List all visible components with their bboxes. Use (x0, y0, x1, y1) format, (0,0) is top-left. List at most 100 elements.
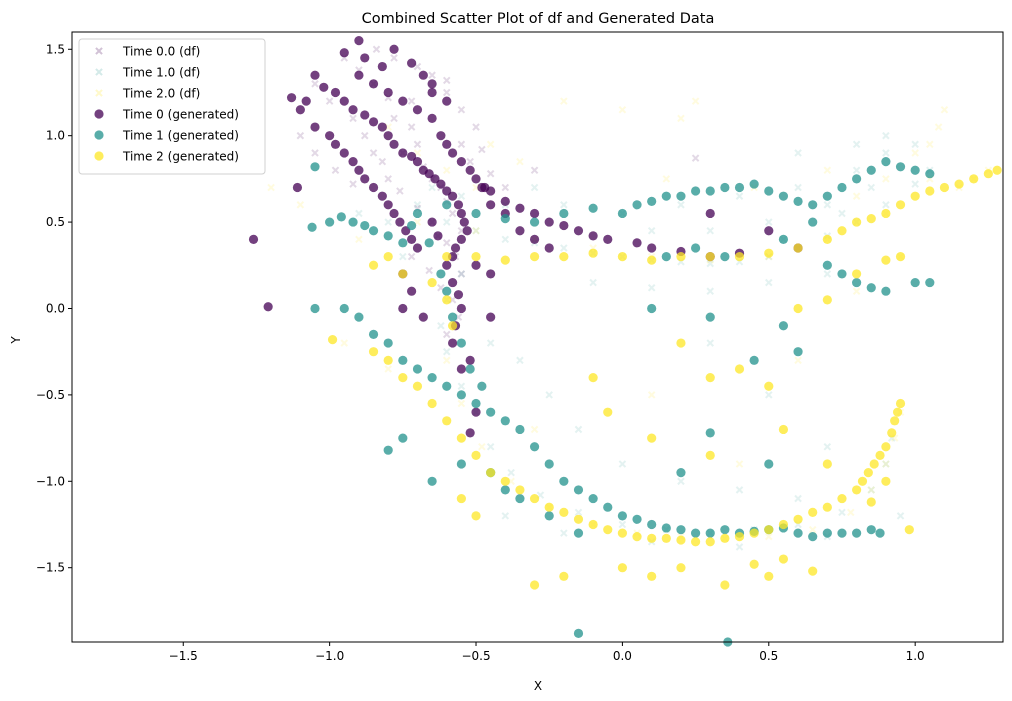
data-point (559, 208, 569, 219)
data-point (348, 105, 358, 115)
data-point (904, 525, 914, 535)
x-tick-label: −0.5 (461, 649, 490, 663)
data-point (471, 450, 481, 460)
data-point (661, 523, 671, 533)
data-point (705, 252, 715, 262)
data-point (368, 347, 379, 357)
data-point (447, 321, 458, 331)
data-point (354, 36, 364, 46)
legend-marker (94, 151, 104, 161)
data-point (442, 200, 452, 210)
data-point (837, 226, 847, 236)
data-point (617, 528, 628, 538)
data-point (368, 117, 379, 127)
data-point (500, 255, 510, 265)
data-point (852, 174, 862, 184)
data-point (866, 165, 876, 175)
data-point (793, 514, 803, 524)
data-point (705, 312, 715, 322)
data-point (500, 485, 510, 495)
data-point (661, 533, 671, 543)
data-point (925, 277, 935, 288)
data-point (690, 528, 701, 538)
data-point (389, 44, 399, 54)
data-point (360, 110, 370, 120)
data-point (471, 208, 481, 219)
data-point (778, 234, 789, 244)
data-point (456, 459, 466, 469)
y-tick-label: −1.5 (36, 561, 65, 575)
data-point (462, 226, 472, 236)
data-point (529, 217, 540, 227)
data-point (969, 174, 979, 184)
data-point (286, 93, 297, 103)
data-point (433, 231, 443, 241)
data-point (389, 208, 399, 219)
data-point (427, 113, 437, 124)
data-point (442, 295, 452, 305)
data-point (398, 269, 408, 279)
data-point (705, 208, 715, 219)
data-point (734, 252, 745, 262)
legend-label: Time 0 (generated) (122, 108, 239, 122)
data-point (837, 493, 847, 504)
data-point (310, 303, 320, 314)
data-point (852, 485, 862, 495)
y-tick-label: −1.0 (36, 474, 65, 488)
data-point (632, 531, 642, 542)
x-tick-label: 0.5 (759, 649, 778, 663)
data-point (325, 217, 335, 227)
data-point (412, 243, 423, 253)
data-point (418, 70, 428, 80)
data-point (360, 220, 370, 231)
data-point (837, 182, 847, 193)
y-tick-label: 0.5 (46, 215, 65, 229)
data-point (866, 214, 876, 224)
data-point (398, 433, 408, 443)
data-point (852, 277, 862, 288)
data-point (764, 459, 774, 469)
data-point (617, 208, 628, 219)
data-point (292, 182, 303, 193)
data-point (453, 200, 464, 210)
data-point (436, 179, 446, 189)
data-point (617, 252, 628, 262)
data-point (992, 165, 1002, 175)
data-point (720, 182, 730, 193)
data-point (705, 537, 715, 547)
data-point (647, 196, 657, 206)
data-point (778, 554, 789, 564)
data-point (588, 248, 598, 258)
data-point (808, 566, 818, 576)
data-point (925, 169, 935, 179)
data-point (383, 131, 393, 141)
data-point (407, 58, 417, 68)
data-point (852, 528, 862, 538)
data-point (895, 162, 906, 172)
data-point (690, 243, 701, 253)
data-point (398, 148, 408, 158)
x-tick-label: −1.5 (169, 649, 198, 663)
data-point (544, 502, 554, 512)
data-point (793, 528, 803, 538)
data-point (895, 200, 906, 210)
data-point (529, 442, 540, 452)
data-point (764, 186, 774, 196)
y-tick-label: −0.5 (36, 388, 65, 402)
data-point (954, 179, 964, 189)
data-point (368, 329, 379, 340)
data-point (734, 182, 745, 193)
data-point (661, 252, 671, 262)
legend-box (78, 38, 266, 175)
data-point (647, 303, 657, 314)
data-point (822, 459, 832, 469)
chart-title: Combined Scatter Plot of df and Generate… (362, 11, 715, 27)
data-point (617, 563, 628, 573)
x-tick-label: 0.0 (613, 649, 632, 663)
data-point (442, 260, 452, 270)
data-point (749, 559, 759, 569)
data-point (910, 191, 920, 201)
data-point (822, 528, 832, 538)
data-point (764, 571, 774, 581)
